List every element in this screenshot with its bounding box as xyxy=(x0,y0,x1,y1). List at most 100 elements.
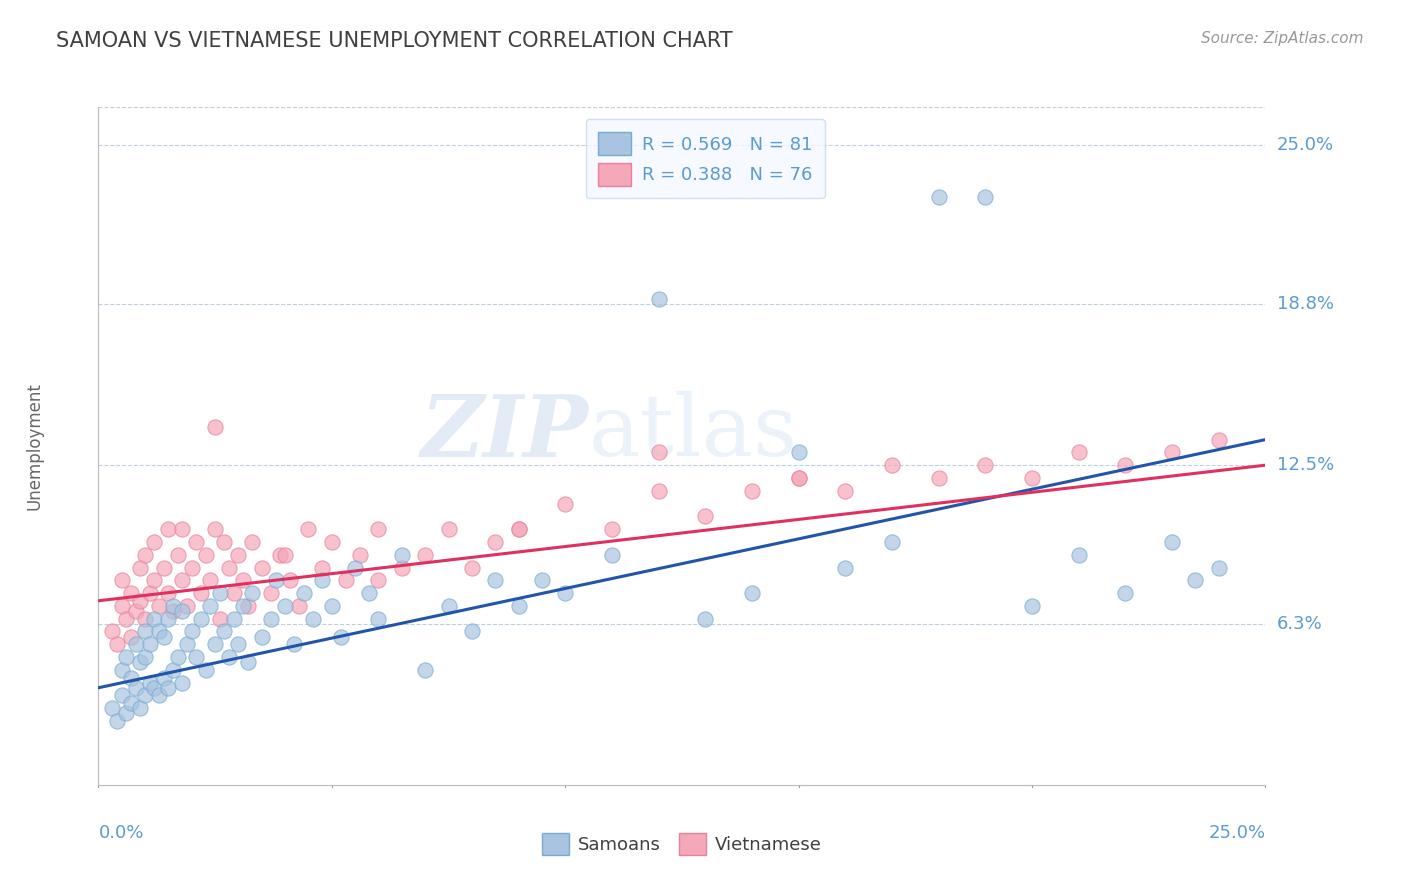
Point xyxy=(297,522,319,536)
Point xyxy=(125,681,148,695)
Point xyxy=(391,548,413,562)
Point xyxy=(834,483,856,498)
Point xyxy=(344,560,367,574)
Point xyxy=(157,681,180,695)
Point xyxy=(1114,458,1136,473)
Point xyxy=(695,612,717,626)
Point xyxy=(222,612,245,626)
Point xyxy=(647,445,669,459)
Point xyxy=(125,637,148,651)
Point xyxy=(974,458,997,473)
Point xyxy=(129,701,152,715)
Point xyxy=(330,630,353,644)
Point xyxy=(218,560,240,574)
Point xyxy=(162,604,184,618)
Point xyxy=(148,624,170,639)
Point xyxy=(335,574,357,588)
Point xyxy=(437,599,460,613)
Point xyxy=(787,445,810,459)
Point xyxy=(200,599,222,613)
Point xyxy=(1067,445,1090,459)
Point xyxy=(194,548,217,562)
Point xyxy=(250,630,273,644)
Point xyxy=(176,637,198,651)
Point xyxy=(359,586,381,600)
Text: 6.3%: 6.3% xyxy=(1277,615,1322,632)
Point xyxy=(367,522,389,536)
Point xyxy=(134,650,156,665)
Point xyxy=(152,560,174,574)
Point xyxy=(172,675,194,690)
Point xyxy=(311,574,333,588)
Point xyxy=(162,599,184,613)
Point xyxy=(152,671,174,685)
Point xyxy=(143,681,166,695)
Point xyxy=(125,604,148,618)
Point xyxy=(260,586,283,600)
Point xyxy=(111,574,134,588)
Point xyxy=(1184,574,1206,588)
Point xyxy=(190,586,212,600)
Point xyxy=(176,599,198,613)
Point xyxy=(1021,599,1043,613)
Point xyxy=(172,604,194,618)
Point xyxy=(148,599,170,613)
Point xyxy=(172,574,194,588)
Point xyxy=(208,612,231,626)
Point xyxy=(1208,433,1230,447)
Point xyxy=(311,560,333,574)
Point xyxy=(143,574,166,588)
Point xyxy=(186,535,208,549)
Text: 0.0%: 0.0% xyxy=(98,824,143,842)
Point xyxy=(787,471,810,485)
Point xyxy=(208,586,231,600)
Point xyxy=(157,586,180,600)
Point xyxy=(274,548,297,562)
Point xyxy=(250,560,273,574)
Point xyxy=(974,189,997,203)
Point xyxy=(461,624,484,639)
Point xyxy=(111,599,134,613)
Point xyxy=(214,535,236,549)
Point xyxy=(880,458,903,473)
Point xyxy=(278,574,301,588)
Point xyxy=(269,548,291,562)
Point xyxy=(302,612,325,626)
Point xyxy=(228,637,250,651)
Text: Unemployment: Unemployment xyxy=(25,382,44,510)
Point xyxy=(1208,560,1230,574)
Point xyxy=(232,574,254,588)
Point xyxy=(928,189,950,203)
Point xyxy=(143,612,166,626)
Point xyxy=(413,663,436,677)
Point xyxy=(236,655,259,669)
Point xyxy=(166,548,188,562)
Point xyxy=(129,655,152,669)
Point xyxy=(349,548,371,562)
Point xyxy=(741,586,763,600)
Text: 18.8%: 18.8% xyxy=(1277,295,1333,313)
Point xyxy=(139,637,162,651)
Point xyxy=(413,548,436,562)
Point xyxy=(166,650,188,665)
Legend: Samoans, Vietnamese: Samoans, Vietnamese xyxy=(533,824,831,864)
Point xyxy=(283,637,305,651)
Point xyxy=(115,650,138,665)
Point xyxy=(647,483,669,498)
Point xyxy=(321,599,343,613)
Point xyxy=(647,292,669,306)
Point xyxy=(1021,471,1043,485)
Point xyxy=(134,612,156,626)
Point xyxy=(101,701,124,715)
Point xyxy=(134,548,156,562)
Point xyxy=(218,650,240,665)
Point xyxy=(264,574,287,588)
Point xyxy=(242,586,264,600)
Text: Source: ZipAtlas.com: Source: ZipAtlas.com xyxy=(1201,31,1364,46)
Point xyxy=(214,624,236,639)
Text: 12.5%: 12.5% xyxy=(1277,456,1334,475)
Point xyxy=(228,548,250,562)
Point xyxy=(292,586,315,600)
Point xyxy=(204,637,226,651)
Point xyxy=(288,599,311,613)
